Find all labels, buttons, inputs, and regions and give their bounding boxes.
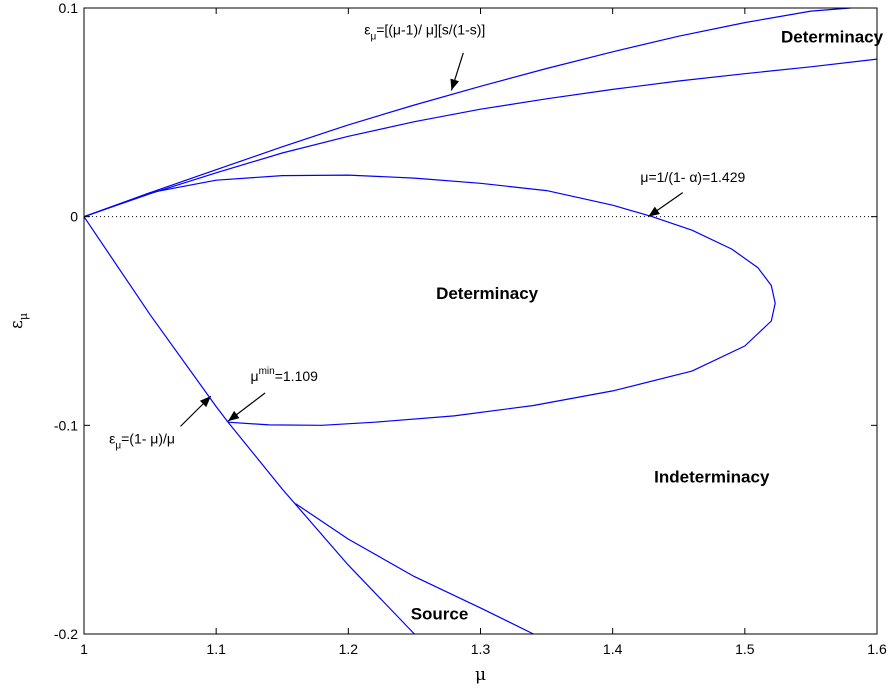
y-tick-label: 0: [70, 209, 78, 225]
annotation-text: μmin=1.109: [251, 366, 319, 384]
annotation-text: μ=1/(1- α)=1.429: [640, 169, 745, 185]
x-tick-label: 1.1: [206, 641, 226, 657]
boundary-curve-3: [83, 174, 776, 426]
region-label: Source: [411, 604, 469, 623]
annotation-arrow-head: [648, 206, 660, 217]
x-tick-label: 1.6: [867, 641, 887, 657]
annotation-body: μ=1/(1- α)=1.429: [640, 169, 745, 185]
annotation-subscript: μ: [115, 440, 121, 451]
x-axis-title: μ: [475, 665, 486, 685]
y-axis-title-subscript: μ: [17, 313, 30, 320]
boundary-curve-5: [295, 503, 534, 635]
y-axis-title-symbol: ε: [7, 320, 27, 329]
boundary-curve-2: [83, 58, 878, 218]
boundary-curve-4: [83, 216, 415, 635]
annotation-subscript: μ: [370, 32, 376, 43]
annotation-symbol: ε: [109, 430, 115, 446]
x-tick-label: 1: [80, 641, 88, 657]
annotation-mu-alpha: μ=1/(1- α)=1.429: [640, 169, 746, 218]
y-tick-label: -0.2: [54, 626, 78, 642]
annotation-arrow-head: [199, 396, 211, 408]
x-tick-label: 1.5: [735, 641, 755, 657]
region-label: Determinacy: [781, 27, 884, 46]
annotation-body: =(1- μ)/μ: [121, 430, 175, 446]
annotation-arrow-head: [228, 410, 240, 422]
annotation-text: εμ=[(μ-1)/ μ][s/(1-s)]: [364, 22, 485, 43]
region-label: Determinacy: [436, 284, 539, 303]
y-axis-title: εμ: [7, 313, 30, 329]
boundary-curve-1: [83, 7, 851, 218]
annotation-body: =1.109: [275, 368, 318, 384]
x-tick-label: 1.3: [471, 641, 491, 657]
annotation-superscript: min: [259, 366, 275, 377]
x-tick-label: 1.4: [603, 641, 623, 657]
annotation-symbol: ε: [364, 22, 370, 38]
annotation-lower: εμ=(1- μ)/μ: [109, 395, 212, 451]
annotation-arrow-head: [450, 78, 460, 91]
annotation-body: =[(μ-1)/ μ][s/(1-s)]: [376, 22, 485, 38]
annotation-symbol: μ: [251, 368, 259, 384]
annotation-upper: εμ=[(μ-1)/ μ][s/(1-s)]: [364, 22, 485, 91]
x-tick-label: 1.2: [339, 641, 359, 657]
region-label: Indeterminacy: [654, 468, 770, 487]
y-tick-label: -0.1: [54, 417, 78, 433]
annotation-text: εμ=(1- μ)/μ: [109, 430, 175, 451]
annotation-mu-min: μmin=1.109: [227, 366, 319, 422]
y-tick-label-top: 0.1: [59, 0, 79, 16]
